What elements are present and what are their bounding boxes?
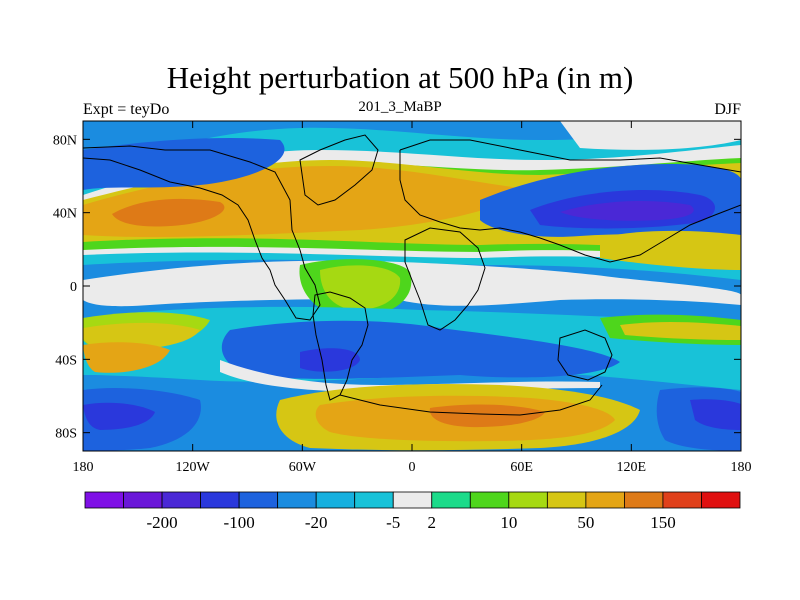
colorbar-box: [354, 491, 394, 509]
colorbar-label: 150: [650, 513, 676, 532]
x-tick-label: 0: [409, 460, 416, 475]
coastline-north-america: [83, 145, 321, 321]
y-tick-label: 40S: [55, 353, 77, 368]
contour-east-violet: [560, 200, 694, 221]
coastline-antarctica: [339, 384, 603, 416]
contour-farsouth-west-indigo: [83, 402, 155, 430]
colorbar-box: [200, 491, 240, 509]
chart-title: Height perturbation at 500 hPa (in m): [166, 60, 634, 95]
contour-south-orange-west: [83, 342, 170, 373]
colorbar-box: [701, 491, 741, 509]
colorbar-box: [238, 491, 279, 509]
colorbar-box: [508, 491, 548, 509]
contour-north-darkorange: [112, 198, 225, 227]
coastline-greenland: [299, 134, 379, 206]
contour-east-yellow: [600, 230, 741, 270]
colorbar-box: [624, 491, 664, 509]
y-axis: 80N 40N 0 40S 80S: [53, 133, 741, 442]
colorbar-box: [315, 491, 356, 509]
colorbar-label: -100: [224, 513, 255, 532]
colorbar-box: [392, 491, 433, 509]
y-tick-label: 0: [70, 280, 77, 295]
contour-south-white-band: [220, 360, 600, 392]
x-tick-label: 120E: [617, 460, 647, 475]
colorbar-label: 50: [577, 513, 594, 532]
colorbar-label: 2: [428, 513, 437, 532]
contour-south-indigo: [300, 348, 360, 372]
colorbar-box: [123, 491, 163, 509]
x-tick-label: 180: [73, 460, 94, 475]
coastline-australia: [557, 329, 613, 381]
colorbar-box: [585, 491, 625, 509]
contour-southhigh-darkorange: [429, 404, 545, 428]
x-tick-label: 120W: [176, 460, 211, 475]
x-tick-label: 60W: [289, 460, 317, 475]
coastline-africa: [404, 227, 486, 331]
contour-polar-blue: [83, 138, 285, 190]
y-tick-label: 80S: [55, 427, 77, 442]
contour-south-yellow-east: [620, 322, 741, 340]
contour-farsouth-east-indigo: [690, 399, 741, 430]
colorbar-label: -200: [146, 513, 177, 532]
contour-equator-white: [83, 260, 741, 307]
x-axis: 180 120W 60W 0 60E 120E 180: [73, 121, 752, 475]
x-tick-label: 180: [731, 460, 752, 475]
colorbar-box: [662, 491, 702, 509]
y-tick-label: 40N: [53, 207, 77, 222]
colorbar-label: -5: [386, 513, 400, 532]
colorbar-box: [277, 491, 317, 509]
experiment-label: Expt = teyDo: [83, 101, 170, 118]
coastline-south-america: [312, 291, 369, 401]
colorbar-box: [84, 491, 124, 509]
contour-equator-yellowgreen: [320, 265, 401, 310]
season-label: DJF: [714, 101, 741, 118]
contour-polar-white: [560, 121, 741, 150]
colorbar-box: [546, 491, 587, 509]
colorbar-box: [431, 491, 471, 509]
coastline-eurasia: [399, 139, 741, 263]
colorbar-label: 10: [500, 513, 517, 532]
run-label: 201_3_MaBP: [358, 99, 442, 115]
colorbar-label: -20: [305, 513, 328, 532]
colorbar-box: [161, 491, 201, 509]
contour-fill-layer: [83, 121, 741, 451]
colorbar: -200 -100 -20 -5 2 10 50 150: [84, 491, 741, 532]
y-tick-label: 80N: [53, 133, 77, 148]
colorbar-box: [469, 491, 510, 509]
x-tick-label: 60E: [510, 460, 533, 475]
